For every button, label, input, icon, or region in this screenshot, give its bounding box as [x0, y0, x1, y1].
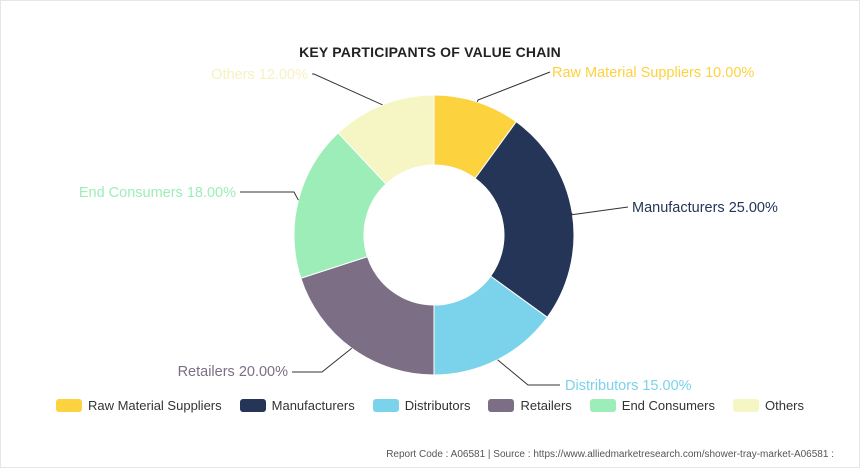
- data-label-distributors: Distributors 15.00%: [565, 378, 692, 394]
- leader-line-manufacturers: [568, 206, 629, 216]
- legend-swatch: [55, 399, 82, 412]
- legend-item-end-consumers[interactable]: End Consumers: [589, 398, 715, 413]
- slice-others[interactable]: [337, 94, 435, 185]
- data-label-manufacturers: Manufacturers 25.00%: [632, 200, 778, 216]
- legend-swatch: [488, 399, 515, 412]
- legend-item-others[interactable]: Others: [733, 398, 804, 413]
- legend-label: End Consumers: [621, 398, 715, 413]
- slice-manufacturers[interactable]: [474, 121, 575, 318]
- leader-line-others: [312, 73, 383, 106]
- source-footer: Report Code : A06581 | Source : https://…: [386, 449, 834, 460]
- legend-label: Retailers: [520, 398, 572, 413]
- data-label-end-consumers: End Consumers 18.00%: [79, 185, 236, 201]
- legend-label: Raw Material Suppliers: [87, 398, 222, 413]
- legend-swatch: [239, 399, 266, 412]
- chart-title: KEY PARTICIPANTS OF VALUE CHAIN: [299, 44, 561, 60]
- slice-retailers[interactable]: [300, 256, 435, 376]
- legend-label: Distributors: [404, 398, 471, 413]
- legend-swatch: [372, 399, 399, 412]
- leader-line-retailers: [292, 347, 353, 373]
- data-label-retailers: Retailers 20.00%: [178, 364, 289, 380]
- legend-item-manufacturers[interactable]: Manufacturers: [239, 398, 355, 413]
- legend-label: Manufacturers: [271, 398, 355, 413]
- data-label-others: Others 12.00%: [211, 67, 308, 83]
- slice-end-consumers[interactable]: [293, 132, 387, 279]
- data-label-raw-material-suppliers: Raw Material Suppliers 10.00%: [552, 65, 754, 81]
- legend-label: Others: [765, 398, 805, 413]
- leader-line-distributors: [497, 359, 560, 386]
- legend-item-distributors[interactable]: Distributors: [372, 398, 471, 413]
- leader-line-raw-material-suppliers: [476, 71, 551, 103]
- legend-swatch: [733, 399, 759, 412]
- legend-swatch: [589, 399, 616, 412]
- chart-legend: Raw Material Suppliers Manufacturers Distr…: [0, 398, 860, 413]
- legend-item-raw-material-suppliers[interactable]: Raw Material Suppliers: [55, 398, 222, 413]
- leader-line-end-consumers: [240, 191, 299, 201]
- legend-item-retailers[interactable]: Retailers: [488, 398, 572, 413]
